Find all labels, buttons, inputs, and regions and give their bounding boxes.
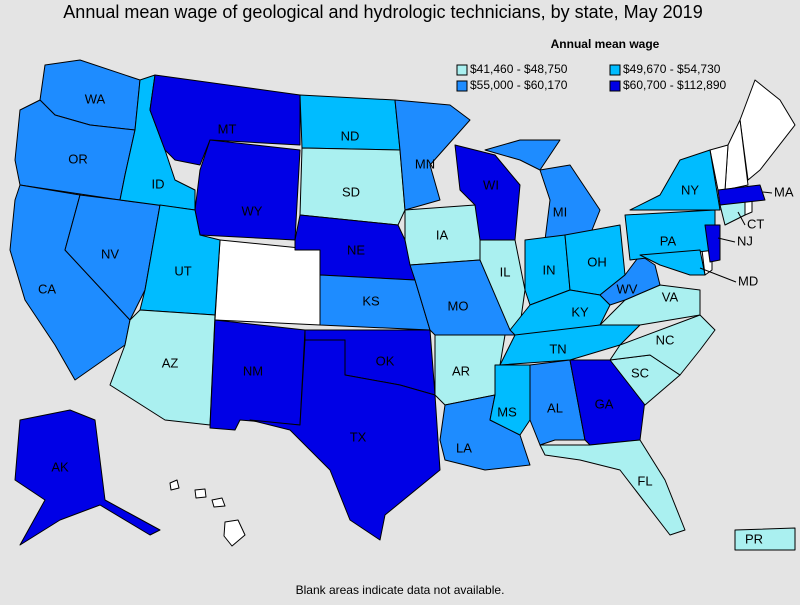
state-hi <box>211 497 226 508</box>
state-label: NJ <box>737 233 753 248</box>
state-hi <box>194 488 207 499</box>
state-label: SD <box>342 184 360 199</box>
state <box>717 184 766 206</box>
legend-label: $60,700 - $112,890 <box>623 78 727 92</box>
legend-swatch <box>609 80 621 92</box>
state-label: TX <box>350 429 367 444</box>
state <box>299 147 406 226</box>
legend-label: $41,460 - $48,750 <box>470 62 568 76</box>
state-label: OK <box>376 353 395 368</box>
state-label: NY <box>681 182 699 197</box>
state-label: WY <box>242 203 263 218</box>
state-hi <box>169 479 180 491</box>
state-label: ND <box>341 128 360 143</box>
state <box>539 439 686 536</box>
map-title: Annual mean wage of geological and hydro… <box>63 2 702 22</box>
state <box>139 204 221 316</box>
legend-label: $55,000 - $60,170 <box>470 78 568 92</box>
leader-line <box>737 211 746 226</box>
state-label: FL <box>637 473 652 488</box>
state-label: OH <box>587 254 607 269</box>
state-label: MA <box>774 184 794 199</box>
state-label: LA <box>456 440 472 455</box>
states: WA OR CA NV ID MT WY UT AZ NM ND SD NE KS OK TX MN IA MO AR… <box>9 59 796 551</box>
state-me <box>739 79 796 181</box>
state <box>639 249 706 276</box>
leader-line <box>699 267 737 283</box>
state <box>539 164 601 241</box>
state-label: IN <box>543 262 556 277</box>
state-label: AK <box>51 459 69 474</box>
state-label: GA <box>595 396 614 411</box>
state-label: PR <box>745 531 763 546</box>
state-label: IA <box>436 227 449 242</box>
legend: $41,460 - $48,750 $49,670 - $54,730 $55,00… <box>456 62 727 92</box>
legend-swatch <box>456 80 468 92</box>
state <box>599 254 661 306</box>
state-label: WI <box>483 177 499 192</box>
state-label: SC <box>631 365 649 380</box>
state-label: AZ <box>162 355 179 370</box>
state-label: UT <box>174 263 191 278</box>
state <box>484 139 561 171</box>
state <box>629 149 721 211</box>
state <box>14 409 161 546</box>
state-label: NE <box>347 242 365 257</box>
legend-swatch <box>456 64 468 76</box>
state-co <box>214 239 321 326</box>
state-label: TN <box>549 341 566 356</box>
state <box>149 74 301 166</box>
state-hi <box>223 519 246 547</box>
state-label: IL <box>500 264 511 279</box>
state-label: CT <box>747 216 764 231</box>
state-label: MO <box>448 298 469 313</box>
state-label: ID <box>152 176 165 191</box>
state-label: MS <box>497 404 517 419</box>
leader-line <box>762 191 773 194</box>
footnote: Blank areas indicate data not available. <box>296 583 505 597</box>
state-label: MT <box>218 121 237 136</box>
state-label: AR <box>452 363 470 378</box>
state <box>194 139 301 241</box>
state <box>704 224 721 263</box>
state-label: OR <box>68 151 88 166</box>
leader-line <box>717 237 736 243</box>
state-label: AL <box>547 400 563 415</box>
state-label: MI <box>553 204 567 219</box>
state-label: WA <box>85 91 106 106</box>
legend-title: Annual mean wage <box>551 37 660 51</box>
state-label: WV <box>617 281 638 296</box>
state-label: PA <box>660 233 677 248</box>
state-label: MD <box>738 273 758 288</box>
state <box>394 99 471 211</box>
state <box>734 527 796 551</box>
state-label: KY <box>571 304 589 319</box>
no-data-states <box>169 79 796 547</box>
state-label: VA <box>662 289 679 304</box>
state-label: NC <box>656 332 675 347</box>
state-label: CA <box>38 281 56 296</box>
state-label: KS <box>362 293 380 308</box>
state <box>249 339 441 541</box>
legend-swatch <box>609 64 621 76</box>
state-label: MN <box>415 156 435 171</box>
state-label: NM <box>243 363 263 378</box>
legend-label: $49,670 - $54,730 <box>623 62 721 76</box>
state <box>609 314 716 376</box>
state-label: NV <box>101 246 119 261</box>
